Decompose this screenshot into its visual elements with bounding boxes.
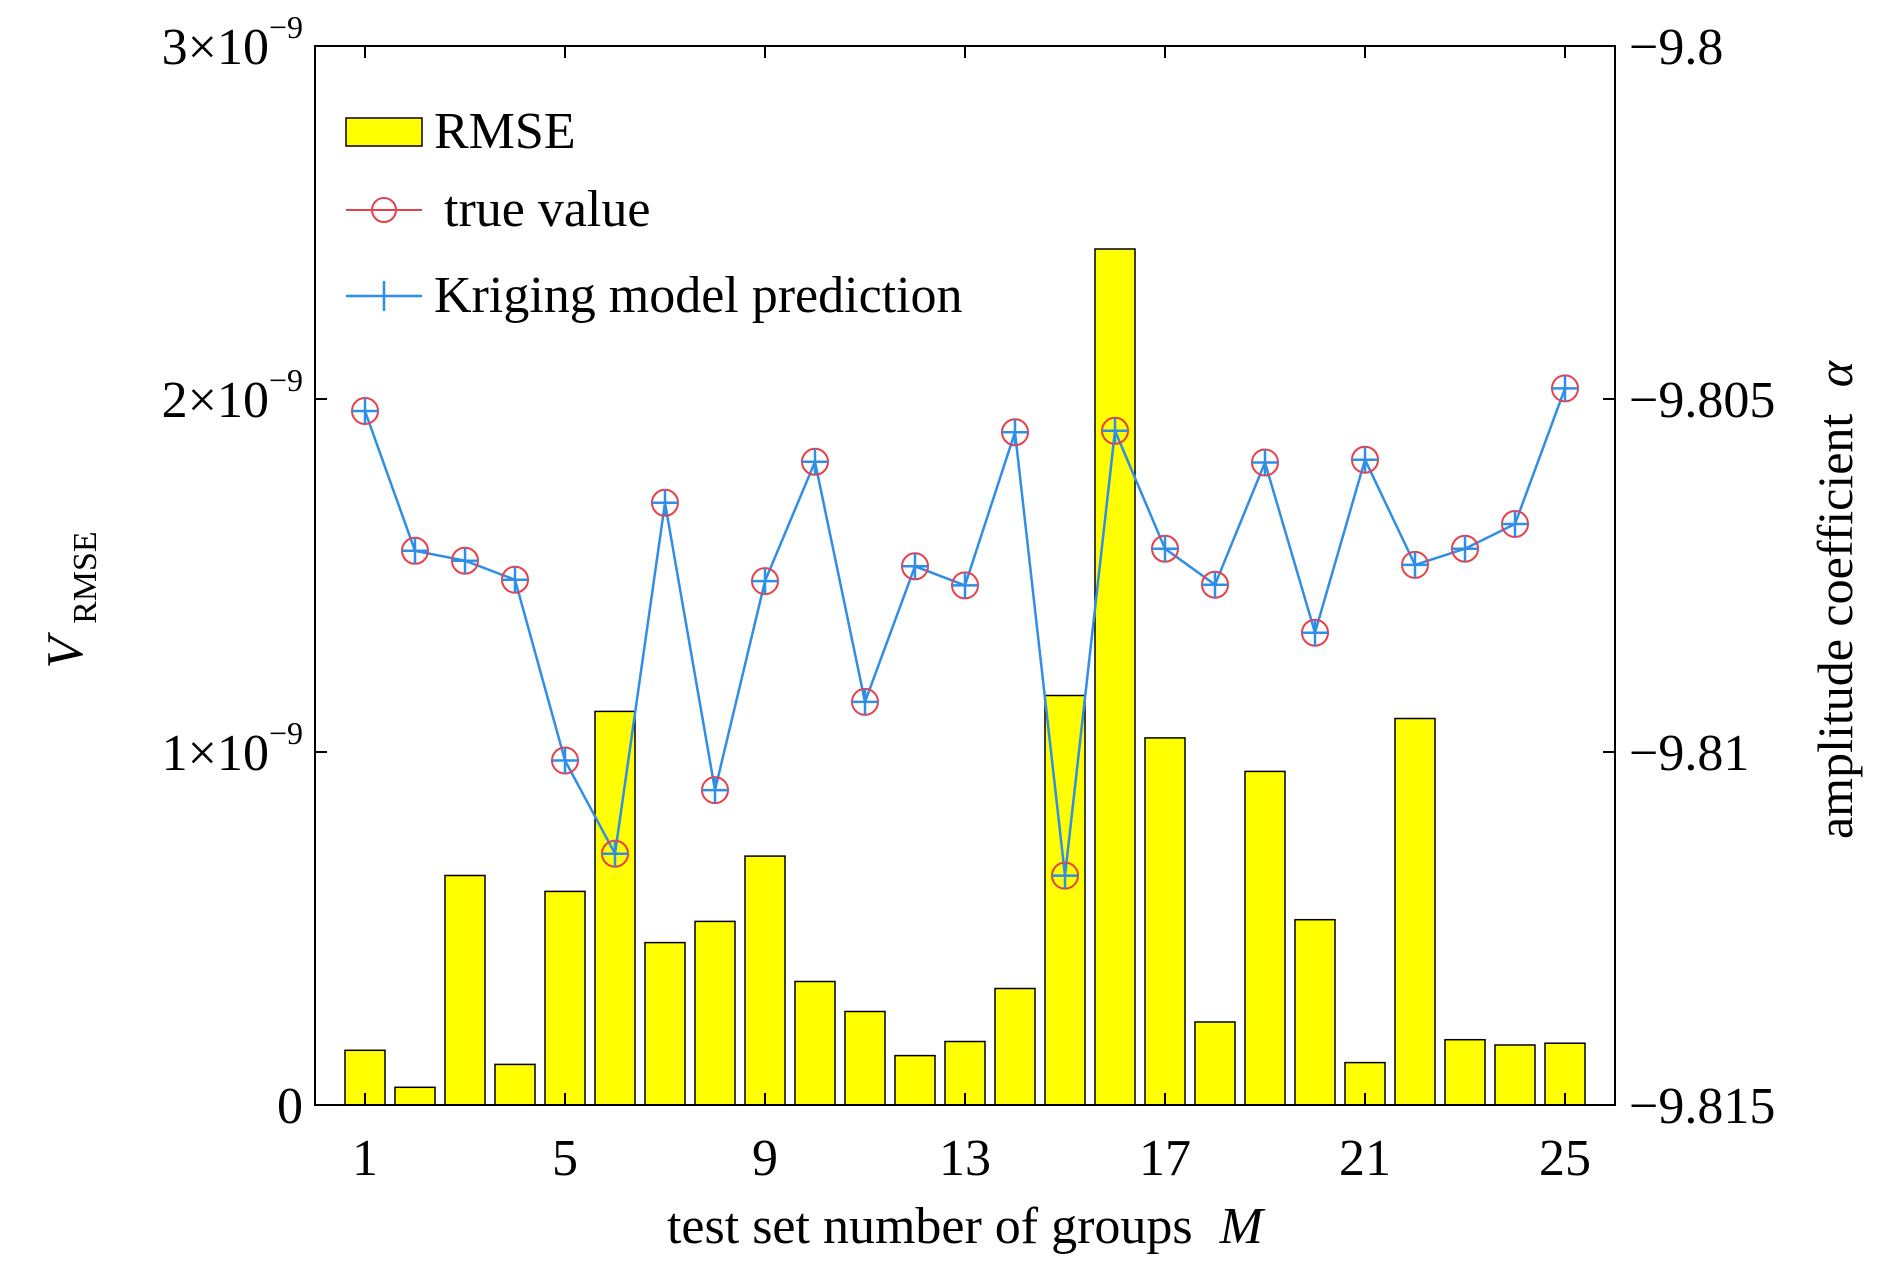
y-right-tick-label: −9.815 xyxy=(1629,1078,1775,1135)
point-kriging xyxy=(752,568,778,595)
bar-rmse xyxy=(444,874,486,1106)
legend: RMSE true value Kriging model prediction xyxy=(345,103,963,324)
x-tick-label: 5 xyxy=(552,1130,578,1187)
point-kriging xyxy=(1002,419,1028,446)
point-kriging xyxy=(1452,535,1478,562)
x-tick-label: 25 xyxy=(1539,1130,1591,1187)
bar-rmse xyxy=(894,1054,936,1106)
point-kriging xyxy=(952,572,978,599)
x-tick-label: 9 xyxy=(752,1130,778,1187)
y-right-tick-label: −9.8 xyxy=(1629,19,1723,76)
y-left-tick-label: 1×10−9 xyxy=(162,715,303,782)
point-kriging xyxy=(702,777,728,804)
point-kriging xyxy=(1202,571,1228,598)
legend-label-rmse: RMSE xyxy=(434,103,576,160)
point-kriging xyxy=(802,448,828,475)
y-axis-right-label-text: amplitude coefficient xyxy=(1807,414,1863,839)
x-tick-label: 13 xyxy=(939,1130,991,1187)
x-axis-label-var: M xyxy=(1219,1198,1266,1255)
y-left-tick-mantissa: 1×10 xyxy=(162,725,269,782)
point-kriging xyxy=(1102,417,1128,444)
x-tick-label: 21 xyxy=(1339,1130,1391,1187)
point-kriging xyxy=(1502,511,1528,537)
x-tick-label: 1 xyxy=(352,1130,378,1187)
y-left-tick-exponent: −9 xyxy=(269,362,303,398)
point-kriging xyxy=(402,537,428,564)
bar-rmse xyxy=(494,1063,536,1106)
point-kriging xyxy=(852,688,878,715)
point-kriging xyxy=(1052,862,1078,889)
bar-rmse xyxy=(1094,248,1136,1106)
point-kriging xyxy=(602,840,628,867)
y-axis-left-label-var: V xyxy=(37,632,94,669)
point-kriging xyxy=(1352,446,1378,473)
point-kriging xyxy=(1552,375,1578,402)
point-kriging xyxy=(1302,619,1328,646)
bar-rmse xyxy=(1394,717,1436,1106)
bar-rmse xyxy=(1294,918,1336,1106)
point-kriging xyxy=(1152,535,1178,562)
bar-rmse xyxy=(994,987,1036,1106)
bar-rmse xyxy=(694,920,736,1106)
point-kriging xyxy=(452,547,478,574)
bar-rmse xyxy=(1144,737,1186,1106)
y-axis-right-label: amplitude coefficient α xyxy=(1807,359,1863,839)
y-axis-left-label-sub: RMSE xyxy=(67,531,104,624)
y-left-tick-label: 0 xyxy=(277,1078,303,1135)
y-left-tick-exponent: −9 xyxy=(269,715,303,751)
bar-rmse xyxy=(1244,770,1286,1106)
bar-rmse xyxy=(394,1086,436,1106)
y-left-tick-mantissa: 3×10 xyxy=(162,19,269,76)
point-kriging xyxy=(1402,551,1428,578)
bar-rmse xyxy=(844,1010,886,1106)
bar-rmse xyxy=(644,941,686,1106)
point-kriging xyxy=(1252,449,1278,476)
y-left-tick-label: 2×10−9 xyxy=(162,362,303,429)
x-axis-label-text: test set number of groups xyxy=(667,1198,1193,1255)
point-kriging xyxy=(552,747,578,774)
y-axis-left-label: V RMSE xyxy=(37,531,104,668)
x-axis-label: test set number of groups M xyxy=(667,1198,1266,1255)
legend-circle-icon xyxy=(371,197,397,223)
bar-rmse xyxy=(594,710,636,1106)
bar-rmse xyxy=(1194,1021,1236,1106)
y-right-tick-label: −9.805 xyxy=(1629,372,1775,429)
legend-label-kriging: Kriging model prediction xyxy=(434,267,963,324)
series-markers xyxy=(351,374,1579,890)
bar-rmse xyxy=(1444,1038,1486,1106)
y-axis-right-label-var: α xyxy=(1807,359,1863,387)
rmse-bars xyxy=(344,248,1586,1106)
point-kriging xyxy=(352,398,378,424)
legend-label-true-value: true value xyxy=(444,181,650,238)
axis-ticks: 1 5 9 13 17 21 2501×10−92×10−93×10−9−9.815−9.8… xyxy=(162,9,1776,1187)
bar-rmse xyxy=(744,855,786,1106)
y-left-tick-label: 3×10−9 xyxy=(162,9,303,76)
x-tick-label: 17 xyxy=(1139,1130,1191,1187)
point-kriging xyxy=(502,566,528,593)
legend-swatch-rmse xyxy=(345,117,423,147)
point-kriging xyxy=(902,553,928,580)
bar-rmse xyxy=(544,890,586,1106)
y-left-tick-exponent: −9 xyxy=(269,9,303,45)
y-left-tick-mantissa: 2×10 xyxy=(162,372,269,429)
bar-rmse xyxy=(794,980,836,1106)
y-right-tick-label: −9.81 xyxy=(1629,725,1749,782)
y-left-tick-mantissa: 0 xyxy=(277,1078,303,1135)
bar-rmse xyxy=(1494,1044,1536,1106)
point-kriging xyxy=(652,489,678,516)
